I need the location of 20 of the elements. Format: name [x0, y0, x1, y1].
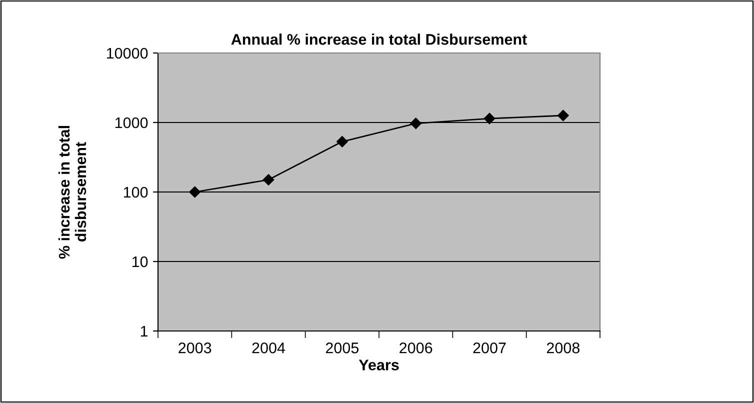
x-tick-label: 2007 [473, 342, 506, 354]
x-tick-label: 2003 [178, 342, 212, 354]
point [262, 174, 274, 186]
x-tick-label: 2005 [326, 342, 359, 354]
y-tick-label: 100 [124, 186, 148, 198]
y-tick-label: 10 [132, 256, 148, 268]
point [189, 186, 200, 198]
x-tick-label: 2004 [252, 342, 286, 354]
y-axis-title: % increase in total disbursement [58, 126, 86, 259]
point [410, 118, 422, 130]
point [336, 136, 348, 148]
y-tick-label: 1000 [115, 117, 148, 128]
x-tick-label: 2006 [400, 342, 432, 354]
chart-title: Annual % increase in total Disbursement [231, 34, 527, 45]
point [558, 110, 569, 122]
y-tick-label: 1 [140, 326, 148, 337]
point [484, 112, 496, 124]
x-axis-title: Years [358, 360, 399, 370]
x-tick-label: 2008 [546, 342, 580, 354]
y-tick-label: 10000 [106, 48, 148, 59]
